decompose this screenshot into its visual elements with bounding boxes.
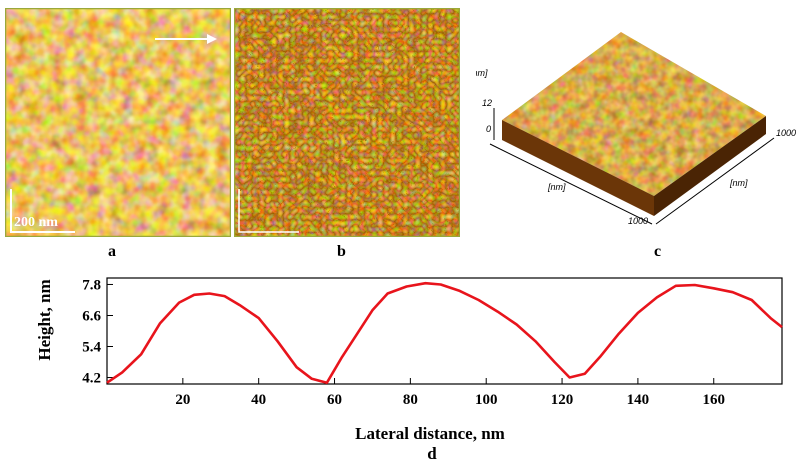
x-axis-title: Lateral distance, nm <box>355 424 505 443</box>
scale-bar <box>10 189 75 233</box>
scale-bar-label: 200 nm <box>14 215 58 230</box>
x-tick-label: 160 <box>702 392 725 408</box>
height-profile-chart: 20 40 60 80 100 120 140 160 4.2 5.4 6.6 7.8 Lateral… <box>35 277 783 463</box>
afm-image-b <box>233 7 461 238</box>
x-max-label: 1000 <box>628 216 648 226</box>
afm-image-a-graphic <box>4 7 232 238</box>
panel-label-b: b <box>337 243 346 260</box>
arrow-head-icon <box>207 34 217 44</box>
y-max-label: 1000 <box>776 128 796 138</box>
x-unit-label: [nm] <box>547 182 566 192</box>
y-unit-label: [nm] <box>729 178 748 188</box>
x-tick-label: 120 <box>551 392 574 408</box>
y-axis-title: Height, nm <box>35 279 54 360</box>
z-unit-label: [nm] <box>476 68 488 78</box>
panel-label-d: d <box>427 444 437 463</box>
scale-bar-b <box>238 189 299 233</box>
x-tick-label: 100 <box>475 392 498 408</box>
afm-3d-graphic: [nm] 12 0 [nm] 1000 [nm] 1000 <box>469 32 796 226</box>
afm-image-a: 200 nm <box>4 7 232 238</box>
afm-3d-image-c: [nm] 12 0 [nm] 1000 [nm] 1000 <box>469 20 798 245</box>
x-tick-label: 140 <box>627 392 650 408</box>
x-tick-label: 40 <box>251 392 266 408</box>
y-tick-label: 4.2 <box>82 371 101 387</box>
z-tick-0: 0 <box>486 124 491 134</box>
panel-label-a: a <box>108 243 116 260</box>
afm-image-b-graphic <box>233 7 461 238</box>
y-tick-label: 5.4 <box>82 340 101 356</box>
x-tick-label: 20 <box>175 392 190 408</box>
height-profile-line <box>106 281 783 384</box>
y-tick-label: 6.6 <box>82 308 101 324</box>
z-tick-12: 12 <box>482 98 492 108</box>
x-tick-label: 80 <box>403 392 418 408</box>
x-tick-label: 60 <box>327 392 342 408</box>
panel-label-c: c <box>654 243 662 260</box>
plot-frame <box>106 277 783 385</box>
y-tick-label: 7.8 <box>82 277 101 293</box>
